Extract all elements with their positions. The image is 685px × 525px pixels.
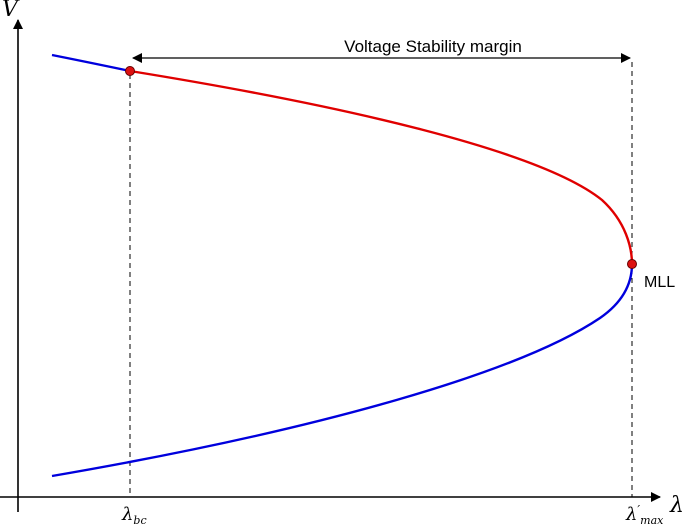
upper-stable-branch-margin	[129, 69, 634, 265]
lower-unstable-branch	[51, 263, 634, 478]
mll-label: MLL	[644, 274, 675, 291]
stability-margin-label: Voltage Stability margin	[344, 37, 522, 56]
y-axis-label: V	[2, 0, 20, 22]
lambda-max-label: λ′max	[625, 503, 664, 525]
upper-stable-branch-pre-bc	[51, 53, 131, 73]
mll-point	[627, 259, 637, 269]
lambda-bc-label: λbc	[121, 504, 147, 525]
x-axis-label: λ	[669, 493, 684, 518]
base-case-point	[125, 66, 135, 76]
